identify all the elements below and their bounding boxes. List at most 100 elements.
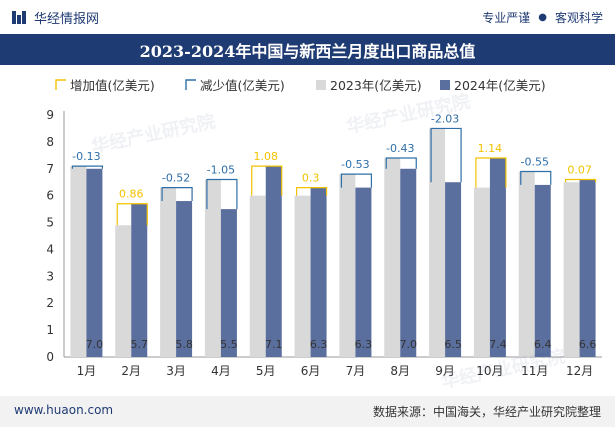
decrease-marker	[430, 127, 462, 183]
x-tick-label: 1月	[77, 364, 97, 378]
value-label-2024: 5.5	[220, 338, 238, 351]
x-tick-label: 6月	[301, 364, 321, 378]
bar-2023	[518, 171, 535, 357]
decrease-marker	[520, 170, 552, 185]
y-tick-label: 4	[46, 242, 54, 256]
change-label: -0.53	[341, 158, 369, 171]
bar-2023	[563, 182, 580, 357]
title-bar: 2023-2024年中国与新西兰月度出口商品总值	[0, 34, 615, 65]
legend-label: 增加值(亿美元)	[70, 78, 155, 93]
decrease-marker	[206, 178, 238, 210]
decrease-marker	[161, 186, 193, 202]
increase-marker	[251, 165, 283, 196]
change-label: -2.03	[431, 112, 459, 125]
header-tags: 专业严谨 ● 客观科学	[482, 9, 603, 26]
chart: 0 1 2 3 4 5 6 7 8 9 -0.13 7.0 1月 0.86 5.7 2月 -0.52 5.8 3月 -…	[46, 78, 602, 378]
increase-marker	[475, 157, 507, 188]
x-tick-label: 7月	[346, 364, 366, 378]
legend-label: 减少值(亿美元)	[200, 78, 285, 93]
bar-2024	[534, 184, 551, 357]
bar-2024	[310, 187, 327, 357]
bar-2023	[115, 225, 132, 357]
brand[interactable]: 华经情报网	[12, 8, 99, 27]
bar-2023	[204, 179, 221, 357]
legend-swatch-icon	[316, 80, 326, 90]
increase-marker	[295, 186, 328, 196]
change-label: -0.43	[386, 142, 414, 155]
y-tick-label: 0	[46, 350, 54, 364]
bar-2024	[400, 168, 417, 357]
bar-2023	[429, 128, 446, 357]
increase-marker	[116, 203, 148, 226]
x-tick-label: 9月	[435, 364, 455, 378]
value-label-2024: 6.4	[534, 338, 552, 351]
change-label: -1.05	[207, 164, 235, 177]
change-label: -0.55	[521, 155, 549, 168]
bar-2023	[160, 187, 177, 357]
legend-label: 2024年(亿美元)	[454, 78, 546, 93]
y-tick-label: 1	[46, 323, 54, 337]
footer: www.huaon.com 数据来源：中国海关，华经产业研究院整理	[0, 396, 615, 427]
x-tick-label: 3月	[166, 364, 186, 378]
change-label: 0.86	[119, 188, 144, 201]
value-label-2024: 7.0	[86, 338, 104, 351]
value-label-2024: 5.8	[175, 338, 193, 351]
bar-2024	[445, 182, 462, 357]
separator-dot-icon: ●	[538, 12, 547, 23]
bar-2023	[384, 158, 401, 357]
bar-2023	[249, 195, 266, 357]
change-label: 0.07	[567, 164, 592, 177]
x-tick-label: 2月	[121, 364, 141, 378]
bar-2024	[489, 158, 506, 357]
value-label-2024: 7.4	[489, 338, 507, 351]
value-label-2024: 6.3	[310, 338, 328, 351]
change-label: 1.14	[478, 142, 503, 155]
bar-2024	[131, 203, 148, 357]
value-label-2024: 7.1	[265, 338, 283, 351]
bar-2024	[220, 209, 237, 357]
x-tick-label: 8月	[390, 364, 410, 378]
y-tick-label: 5	[46, 216, 54, 230]
y-tick-label: 2	[46, 296, 54, 310]
y-tick-label: 9	[46, 108, 54, 122]
bar-2024	[579, 179, 596, 357]
value-label-2024: 7.0	[400, 338, 418, 351]
change-label: 0.3	[302, 172, 320, 185]
legend-label: 2023年(亿美元)	[330, 78, 422, 93]
change-label: 1.08	[254, 150, 279, 163]
x-tick-label: 10月	[476, 364, 503, 378]
chart-title: 2023-2024年中国与新西兰月度出口商品总值	[139, 41, 476, 61]
bar-2023	[294, 195, 311, 357]
bar-2023	[70, 166, 87, 357]
tag-professional: 专业严谨	[482, 11, 531, 25]
legend-swatch-icon	[55, 79, 66, 90]
data-source: 数据来源：中国海关，华经产业研究院整理	[372, 405, 601, 419]
bar-2024	[355, 187, 372, 357]
brand-name: 华经情报网	[34, 12, 100, 27]
y-tick-label: 3	[46, 269, 54, 283]
value-label-2024: 6.5	[444, 338, 462, 351]
change-label: -0.52	[162, 172, 190, 185]
value-label-2024: 5.7	[131, 338, 149, 351]
bar-2023	[339, 174, 356, 357]
y-tick-label: 6	[46, 189, 54, 203]
brand-logo-icon	[12, 11, 26, 24]
change-label: -0.13	[72, 150, 100, 163]
bar-2024	[265, 166, 282, 357]
legend-swatch-icon	[185, 79, 196, 90]
bar-2024	[86, 168, 103, 357]
decrease-marker	[71, 165, 104, 169]
bar-2023	[473, 187, 490, 357]
x-tick-label: 5月	[256, 364, 276, 378]
x-tick-label: 11月	[521, 364, 548, 378]
y-tick-label: 7	[46, 162, 54, 176]
increase-marker	[564, 178, 597, 183]
tag-objective: 客观科学	[554, 11, 603, 25]
value-label-2024: 6.6	[579, 338, 597, 351]
x-tick-label: 4月	[211, 364, 231, 378]
y-tick-label: 8	[46, 135, 54, 149]
legend-swatch-icon	[440, 80, 450, 90]
website-link[interactable]: www.huaon.com	[14, 403, 114, 417]
decrease-marker	[340, 173, 373, 188]
